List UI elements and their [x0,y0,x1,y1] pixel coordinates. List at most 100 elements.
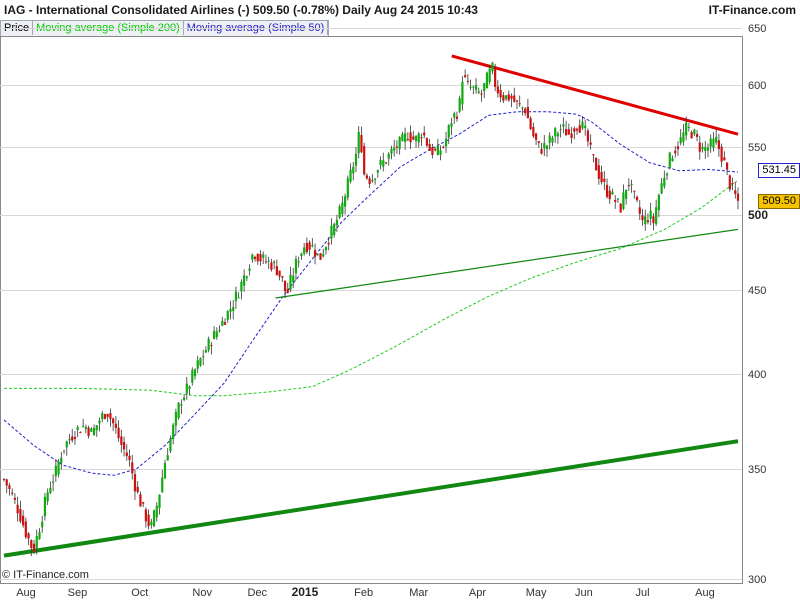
candle-down [425,138,429,146]
candle-up [584,125,587,128]
candle-down [27,533,30,539]
candle-up [682,132,685,142]
candle-up [556,133,560,137]
candle-up [483,83,486,92]
candle-down [270,262,273,270]
candle-up [343,196,347,207]
candle-up [485,72,489,89]
candle-up [390,148,393,154]
candle-up [166,455,169,461]
candle-down [674,150,677,154]
candle-up [240,281,243,292]
candle-up [551,137,554,143]
candle-up [469,86,472,88]
candle-down [106,413,109,417]
candle-up [382,160,385,167]
chart-title-bar: IAG - International Consolidated Airline… [0,0,800,20]
candle-up [436,145,439,155]
candle-up [232,307,235,311]
candle-down [728,175,731,190]
candle-up [330,225,333,239]
candle-down [2,479,6,481]
candle-up [76,427,79,431]
candle-up [90,428,93,432]
candle-up [417,133,420,143]
candle-down [360,135,363,153]
candle-up [199,358,202,366]
candle-up [54,465,57,477]
x-tick-label: Sep [68,587,88,599]
candle-down [5,479,8,486]
candle-down [308,242,311,250]
candle-down [114,423,117,429]
candle-up [679,137,682,144]
candle-up [704,147,707,151]
candle-up [625,189,628,199]
candle-down [281,276,284,278]
candle-down [30,540,33,549]
candle-down [499,89,502,98]
candle-up [458,98,461,112]
candle-down [142,502,145,504]
candle-down [73,436,77,439]
x-tick-label: Aug [16,587,36,599]
candle-up [504,95,508,100]
candle-up [196,360,199,369]
candle-down [442,146,445,148]
candle-up [562,124,565,127]
candle-down [112,418,115,424]
candle-down [646,220,650,223]
candle-down [633,190,636,192]
candle-up [169,438,172,452]
candle-down [526,107,529,119]
trendline-0 [451,54,739,136]
candle-up [92,428,96,435]
x-tick-label: Aug [695,587,715,599]
candle-up [65,441,68,448]
candle-up [548,135,551,143]
candle-up [152,510,156,527]
x-tick-label: Apr [469,587,486,599]
candle-up [622,192,625,209]
candle-up [322,254,325,257]
candle-up [488,68,491,83]
candle-down [22,515,25,526]
candle-down [736,193,740,201]
candle-up [226,311,229,320]
candle-up [229,308,232,312]
candle-up [404,133,407,142]
candle-down [507,94,510,101]
x-tick-label: May [526,587,547,599]
candle-down [19,508,22,522]
brand-title: IT-Finance.com [708,3,796,17]
candle-up [297,261,300,263]
candle-up [447,125,450,138]
candle-down [723,157,726,161]
candle-up [95,425,98,431]
candle-up [453,113,456,118]
candle-down [133,474,137,492]
candle-up [267,260,270,262]
candle-down [734,190,737,194]
candle-down [534,133,538,140]
candle-up [180,404,183,406]
instrument-title: IAG - International Consolidated Airline… [4,3,478,17]
candle-down [518,103,521,105]
candle-up [349,169,352,182]
candle-up [655,207,658,224]
y-tick-label: 300 [748,574,766,586]
candle-down [652,216,655,224]
candle-down [455,116,459,119]
candle-up [611,191,614,195]
candle-up [660,183,663,194]
candle-down [502,95,505,101]
candle-up [398,136,401,150]
candle-up [693,129,696,135]
plot-area [0,36,743,584]
candle-up [82,426,85,428]
candle-up [43,496,47,517]
candle-up [202,356,205,358]
x-tick-label: Oct [131,587,148,599]
candle-down [103,414,107,419]
